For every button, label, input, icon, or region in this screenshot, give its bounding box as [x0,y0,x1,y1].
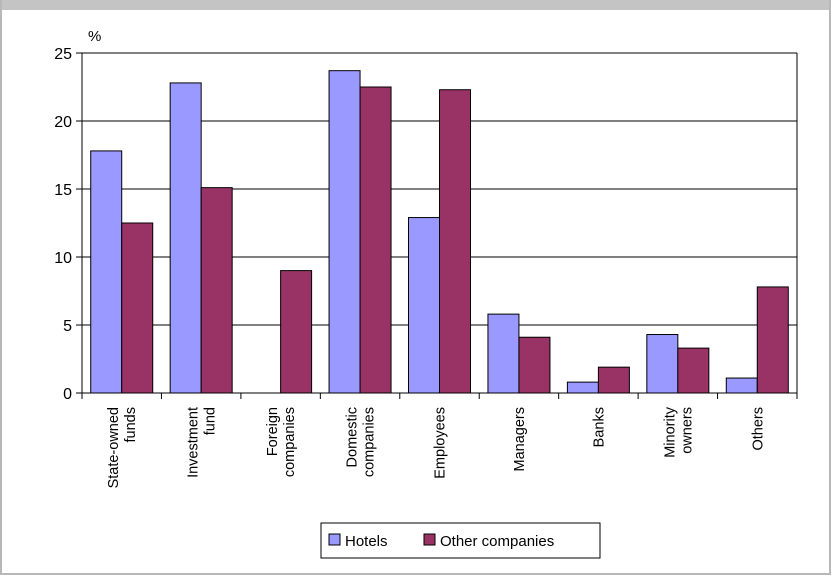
bar-hotels [487,313,520,394]
x-category-label: Domestic [345,407,361,467]
x-category-label: Investment [186,407,202,478]
x-category-label: owners [679,407,695,454]
x-category-label: Banks [591,407,607,447]
bar-other-companies [200,187,233,394]
x-category-label: Foreign [265,407,281,456]
x-category-label: companies [362,407,378,477]
y-tick-label: 15 [54,182,72,199]
legend-label: Hotels [345,533,388,550]
x-category-label: fund [203,407,219,435]
x-category-label: State-owned [106,407,122,488]
header-strip [0,0,831,10]
y-tick-label: 25 [54,46,72,63]
x-category-label: Others [750,407,766,451]
legend-swatch [423,533,436,546]
bar-hotels [169,82,202,394]
bar-other-companies [439,89,471,394]
bar-hotels [566,381,599,394]
bar-hotels [328,70,361,394]
x-category-label: Minority [662,406,678,458]
x-category-label: Managers [512,407,528,471]
bar-other-companies [756,286,789,394]
y-tick-label: 0 [63,386,72,403]
bar-hotels [725,377,758,394]
bar-other-companies [359,86,392,394]
x-category-label: companies [282,407,298,477]
legend-label: Other companies [440,533,554,550]
bars [90,70,789,394]
bar-hotels [646,334,679,394]
legend-swatch [328,533,341,546]
bar-other-companies [518,336,551,394]
axes: 0 5 10 15 20 25 State-owned funds Investment fund… [54,46,798,488]
y-tick-label: 20 [54,114,72,131]
legend: Hotels Other companies [320,522,601,559]
x-category-label: funds [123,407,139,442]
bar-other-companies [121,222,154,394]
y-axis-unit-label: % [88,28,101,45]
y-tick-label: 10 [54,250,72,267]
y-tick-label: 5 [63,318,72,335]
bar-other-companies [280,270,313,394]
bar-other-companies [597,366,630,394]
x-category-label: Employees [433,407,449,479]
bar-hotels [408,217,440,394]
legend-box [320,522,601,559]
bar-other-companies [677,347,710,394]
bar-hotels [90,150,123,394]
